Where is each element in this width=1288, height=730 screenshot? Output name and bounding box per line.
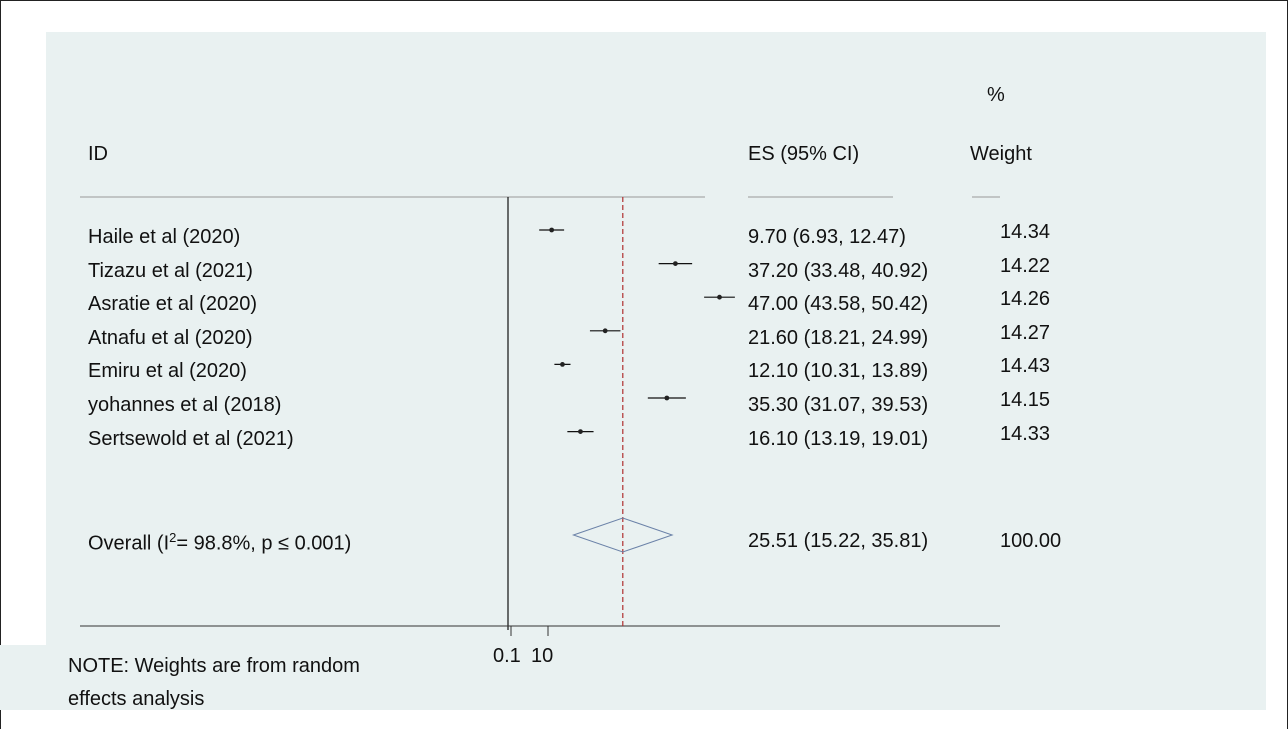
weight-pct-header: % bbox=[987, 84, 1005, 106]
study-weight-2: 14.26 bbox=[1000, 288, 1051, 311]
note-line-1: NOTE: Weights are from random bbox=[68, 655, 360, 677]
study-ci-text-3: 21.60 (18.21, 24.99) bbox=[748, 326, 929, 349]
study-weight-5: 14.15 bbox=[1000, 389, 1051, 411]
study-label-1: Tizazu et al (2021) bbox=[88, 259, 253, 282]
study-ci-text-6: 16.10 (13.19, 19.01) bbox=[748, 427, 929, 450]
overall-label-pre: Overall (I bbox=[88, 532, 170, 555]
plot-panel bbox=[46, 32, 1266, 710]
overall-ci-text: 25.51 (15.22, 35.81) bbox=[748, 530, 929, 552]
point-estimate-3 bbox=[602, 328, 608, 334]
study-ci-text-0: 9.70 (6.93, 12.47) bbox=[748, 226, 906, 248]
study-weight-1: 14.22 bbox=[1000, 254, 1051, 277]
overall-label-sup: 2 bbox=[169, 530, 177, 545]
study-ci-text-1: 37.20 (33.48, 40.92) bbox=[748, 259, 929, 282]
study-weight-0: 14.34 bbox=[1000, 221, 1051, 243]
x-tick-label-1: 10 bbox=[531, 645, 554, 667]
study-ci-text-4: 12.10 (10.31, 13.89) bbox=[748, 360, 929, 383]
overall-weight: 100.00 bbox=[1000, 530, 1062, 552]
overall-label: Overall (I2= 98.8%, p ≤ 0.001) bbox=[88, 530, 351, 556]
study-label-2: Asratie et al (2020) bbox=[88, 293, 257, 316]
study-label-0: Haile et al (2020) bbox=[88, 226, 241, 248]
study-weight-4: 14.43 bbox=[1000, 355, 1051, 378]
note-line-2: effects analysis bbox=[68, 688, 205, 710]
study-weight-6: 14.33 bbox=[1000, 422, 1051, 445]
x-tick-label-0: 0.1 bbox=[493, 645, 521, 667]
study-ci-text-2: 47.00 (43.58, 50.42) bbox=[748, 293, 929, 316]
point-estimate-2 bbox=[717, 294, 722, 300]
overall-label-post: = 98.8%, p ≤ 0.001) bbox=[176, 532, 352, 555]
study-ci-text-5: 35.30 (31.07, 39.53) bbox=[748, 394, 929, 416]
point-estimate-6 bbox=[578, 429, 583, 434]
study-weight-3: 14.27 bbox=[1000, 321, 1051, 344]
note-background bbox=[0, 645, 505, 710]
study-label-4: Emiru et al (2020) bbox=[88, 360, 247, 383]
overall-diamond bbox=[571, 517, 674, 553]
id-header: ID bbox=[88, 143, 108, 165]
study-label-3: Atnafu et al (2020) bbox=[88, 326, 253, 349]
weight-header: Weight bbox=[970, 143, 1032, 165]
point-estimate-4 bbox=[560, 362, 565, 367]
es-header: ES (95% CI) bbox=[748, 143, 860, 165]
point-estimate-1 bbox=[673, 261, 678, 266]
study-label-5: yohannes et al (2018) bbox=[88, 394, 282, 416]
point-estimate-5 bbox=[664, 395, 670, 401]
study-label-6: Sertsewold et al (2021) bbox=[88, 427, 294, 450]
point-estimate-0 bbox=[549, 227, 555, 233]
